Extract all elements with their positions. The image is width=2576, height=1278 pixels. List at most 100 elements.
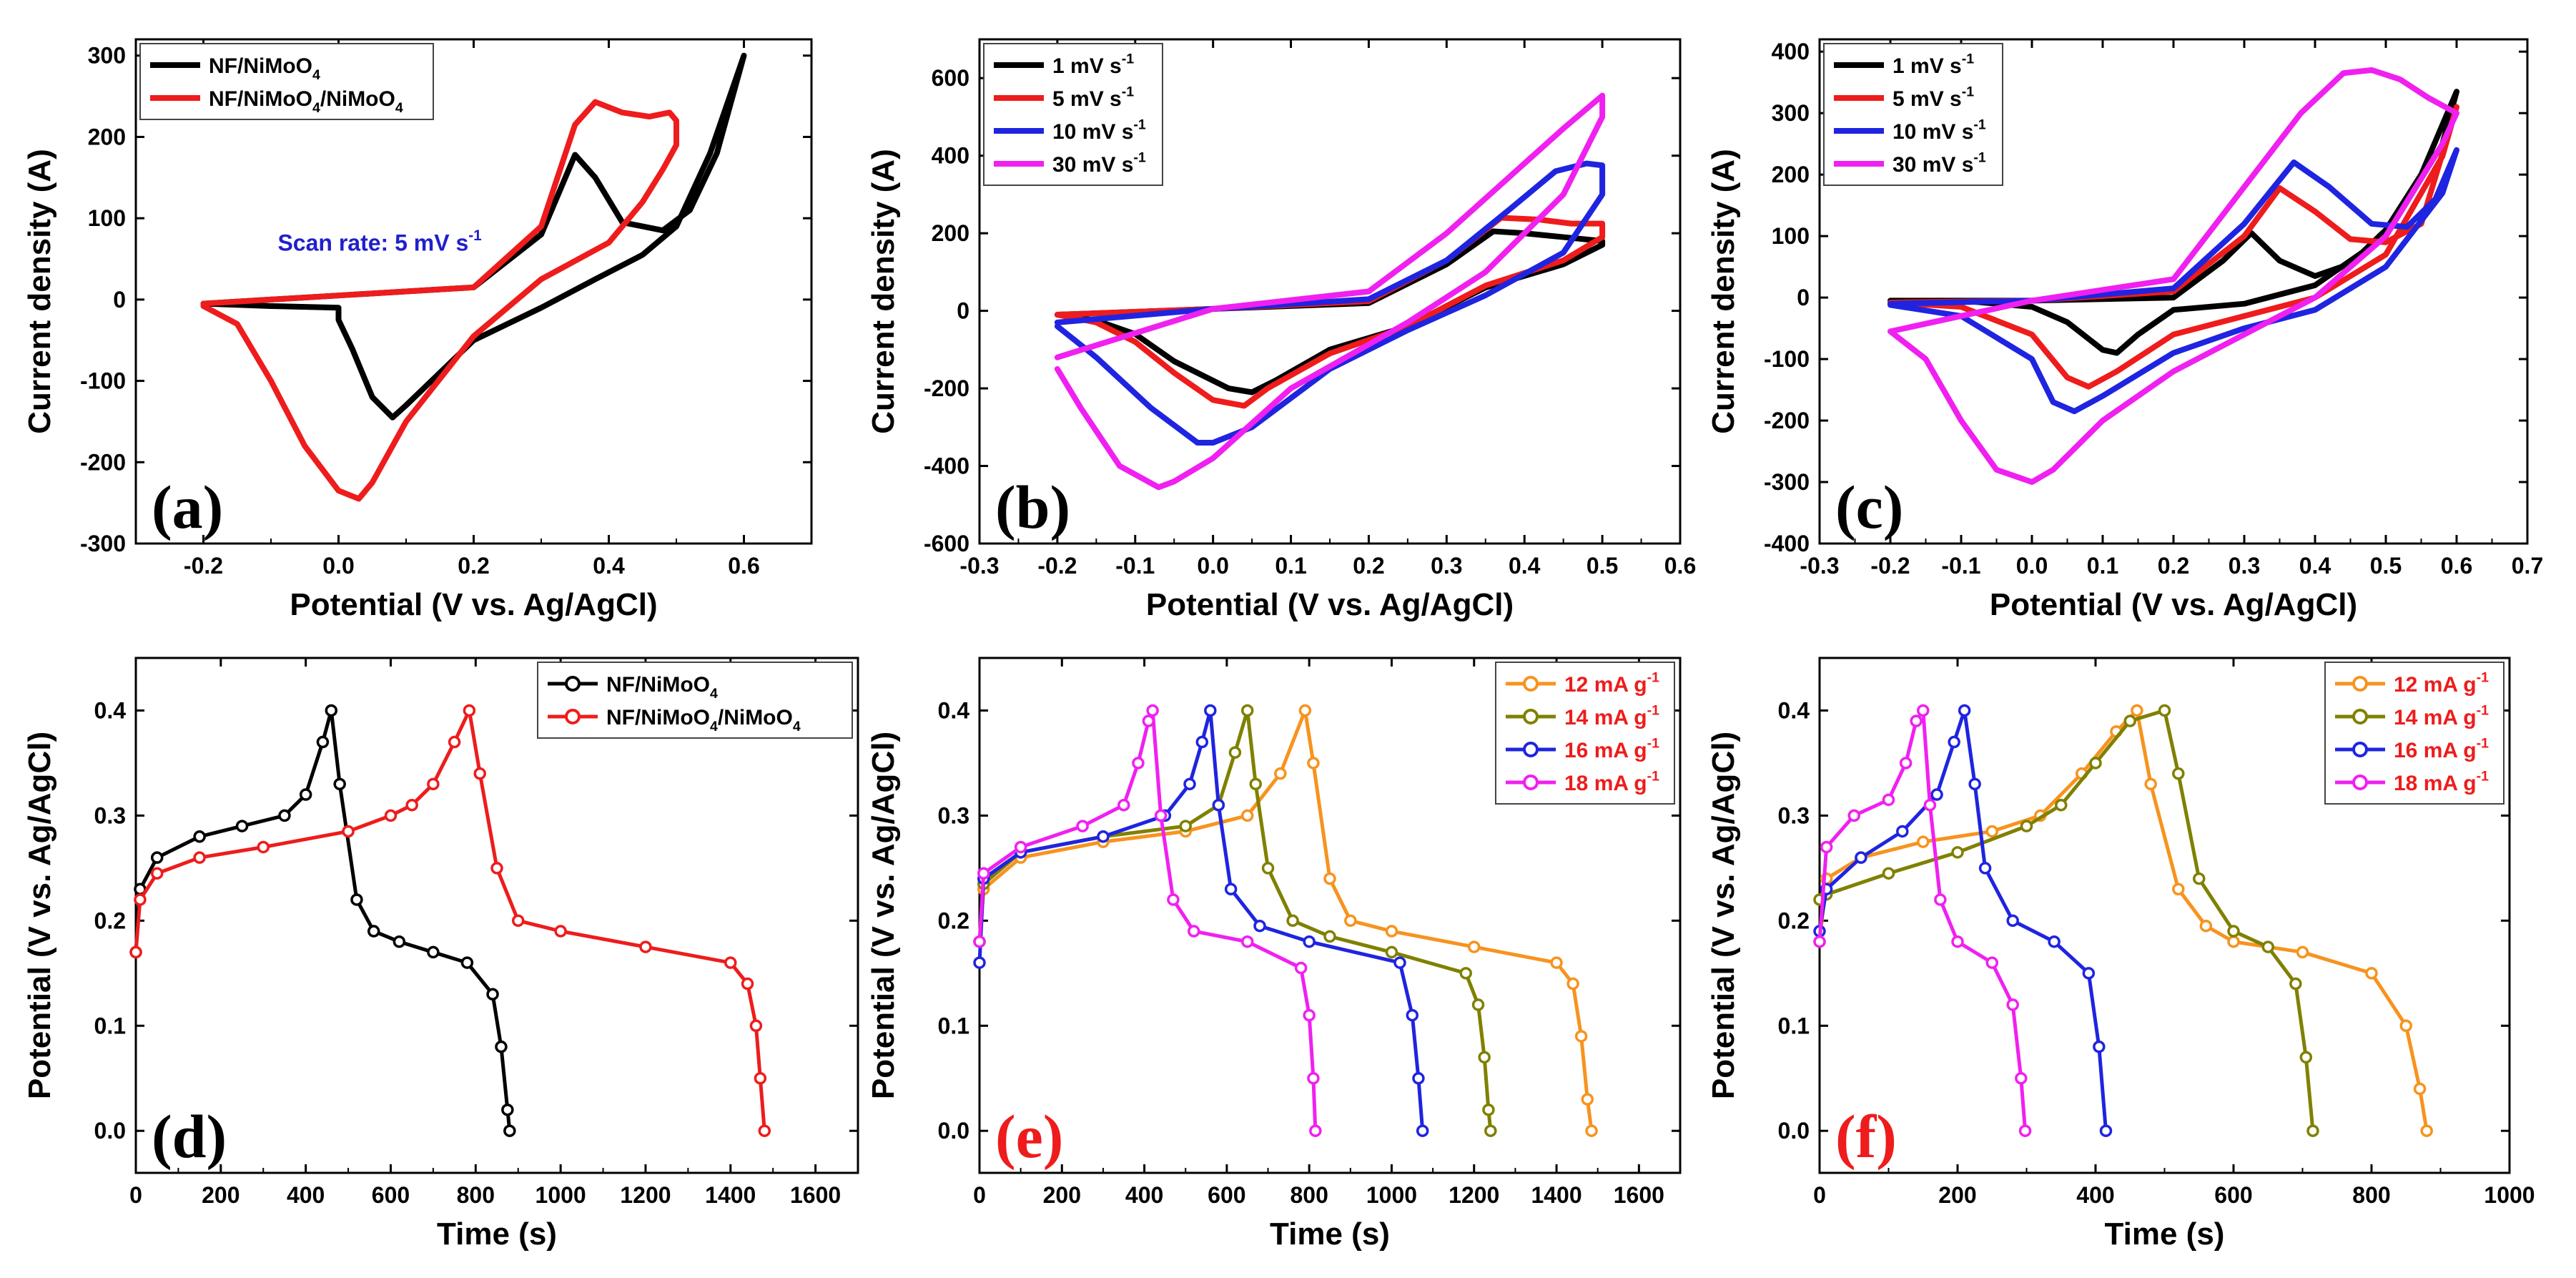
x-tick-label: 0.4 [593,553,625,579]
data-point [1471,998,1485,1011]
series-line [1887,67,2459,486]
data-point [235,820,249,832]
x-tick-label: 0.4 [2299,553,2331,579]
data-point [1323,930,1336,943]
y-tick-label: 0.1 [94,1013,126,1038]
x-tick-label: 1000 [536,1182,586,1208]
y-tick-label: 100 [1772,223,1810,249]
legend-swatch-marker [1523,775,1539,790]
data-point [1948,735,1960,749]
data-point [1309,1124,1322,1137]
series-line [977,708,1594,1131]
x-tick-label: 1000 [1366,1182,1417,1208]
legend-label: 30 mV s-1 [1052,150,1146,177]
data-point [495,1040,508,1053]
legend-label: 30 mV s-1 [1892,150,1986,177]
data-point [1307,757,1320,770]
data-point [2158,704,2171,717]
data-point [1468,940,1481,953]
data-point [1951,935,1964,948]
data-point [2089,757,2102,770]
data-point [2365,967,2378,980]
data-point [749,1019,763,1033]
y-tick-label: -100 [1764,346,1810,372]
x-axis-label: Time (s) [1270,1216,1390,1252]
x-tick-label: 0.5 [1586,553,1618,579]
data-point [1183,777,1196,791]
x-tick-label: 0.2 [1353,553,1384,579]
data-point [1240,809,1254,822]
data-point [2306,1124,2319,1137]
legend-label: 10 mV s-1 [1892,117,1986,144]
x-tick-label: 400 [287,1182,325,1208]
data-point [1303,935,1316,948]
legend-label: 5 mV s-1 [1892,84,1974,112]
data-point [1188,925,1200,938]
data-point [1958,704,1971,717]
series-line [977,708,1425,1131]
data-point [150,851,164,864]
y-tick-label: 600 [932,65,969,91]
x-axis-label: Potential (V vs. Ag/AgCl) [290,587,657,622]
legend-label: 14 mA g-1 [1564,703,1659,730]
legend: 12 mA g-1 14 mA g-1 16 mA g-1 18 mA g-1 [2324,662,2505,805]
legend-label: NF/NiMoO4 [209,54,320,83]
x-tick-label: 0 [1813,1182,1826,1208]
data-point [1985,956,1998,969]
series-10-mv-s-1 [1054,160,1606,446]
x-tick-label: 0.6 [728,553,759,579]
data-point [1132,757,1145,770]
data-point [129,945,142,959]
x-tick-label: 200 [1938,1182,1976,1208]
legend-label: 10 mV s-1 [1052,117,1146,144]
x-tick-label: 0.0 [1197,553,1228,579]
data-point [1820,840,1833,854]
data-point [2172,883,2185,896]
data-point [1478,1051,1491,1064]
data-point [1385,925,1398,938]
data-point [278,809,291,822]
data-point [758,1124,771,1137]
x-tick-label: 0.5 [2370,553,2402,579]
x-tick-label: 0.0 [322,553,354,579]
data-point [299,788,312,801]
data-point [1855,851,1867,864]
x-tick-label: 0.1 [2087,553,2118,579]
data-point [1142,714,1155,727]
data-point [193,830,206,843]
x-tick-label: -0.3 [959,553,999,579]
x-tick-label: 0.2 [458,553,489,579]
x-tick-label: 200 [202,1182,240,1208]
x-tick-label: 200 [1043,1182,1081,1208]
data-point [1303,1008,1316,1022]
legend-swatch-marker [1523,742,1539,757]
data-point [1249,777,1262,791]
data-point [1978,862,1992,875]
series-nf-nimoo4-nimoo4 [200,99,679,502]
x-tick-label: 600 [2214,1182,2252,1208]
x-tick-label: 0.7 [2512,553,2543,579]
y-tick-label: 100 [88,205,126,231]
x-tick-label: -0.3 [1800,553,1839,579]
legend-label: 12 mA g-1 [1564,670,1659,697]
panel-letter: (b) [995,473,1070,541]
y-tick-label: 0.2 [94,908,126,933]
data-point [1917,835,1930,848]
data-point [1323,872,1336,885]
data-point [2413,1082,2427,1096]
y-axis-label: Potential (V vs. Ag/AgCl) [866,732,901,1099]
y-tick-label: -200 [924,375,969,401]
series-line [1054,215,1606,409]
data-point [2015,1072,2028,1085]
data-point [2048,935,2061,948]
y-tick-label: -400 [924,453,969,479]
panel-letter: (d) [152,1102,227,1171]
legend-swatch-marker [2352,742,2368,757]
data-point [257,840,270,854]
data-point [2018,1124,2032,1137]
x-tick-label: 1200 [620,1182,671,1208]
legend-label: 5 mV s-1 [1052,84,1134,112]
data-point [639,940,652,953]
x-tick-label: 800 [2352,1182,2390,1208]
data-point [2006,914,2019,928]
